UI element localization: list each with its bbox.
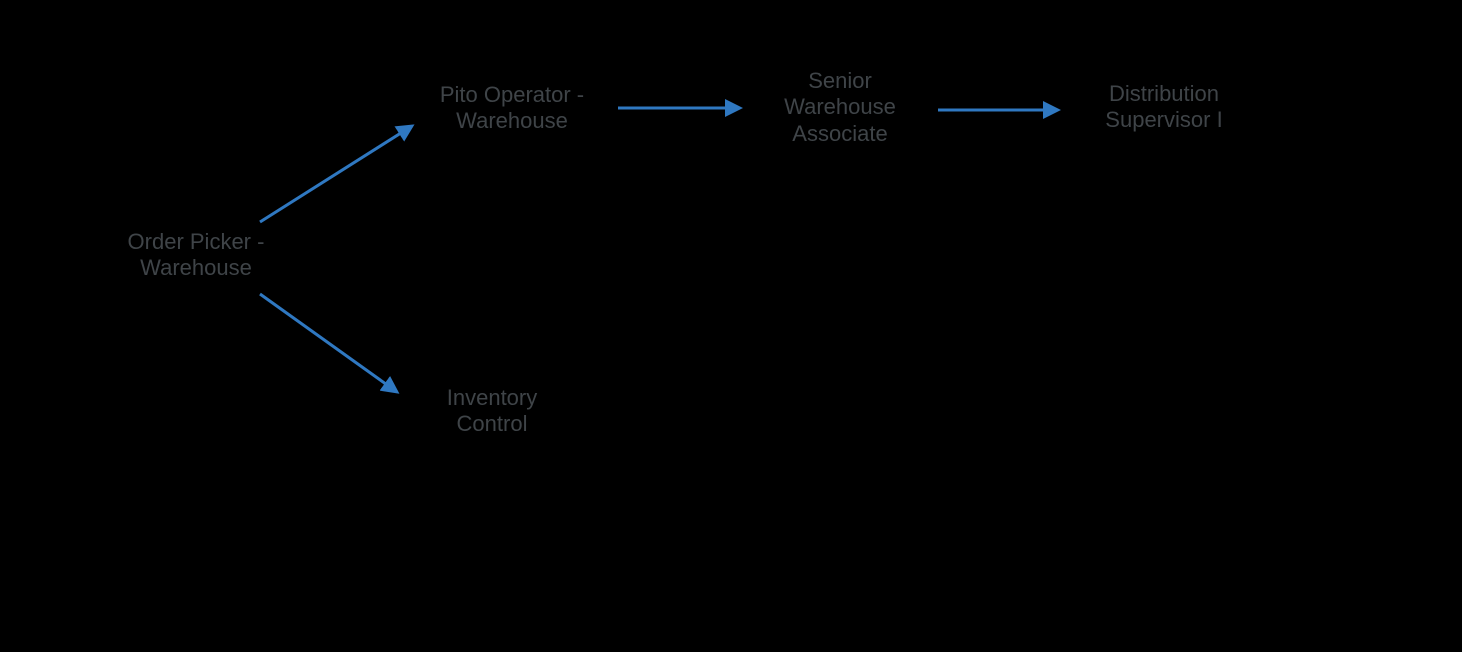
flow-arrow xyxy=(260,126,412,222)
node-order-picker: Order Picker - Warehouse xyxy=(96,229,296,282)
diagram-canvas: Order Picker - Warehouse Pito Operator -… xyxy=(0,0,1462,652)
node-distribution-supervisor: Distribution Supervisor I xyxy=(1059,81,1269,134)
node-inventory-control: Inventory Control xyxy=(407,385,577,438)
node-pito-operator: Pito Operator - Warehouse xyxy=(407,82,617,135)
node-senior-warehouse-associate: Senior Warehouse Associate xyxy=(740,68,940,147)
flow-arrow xyxy=(260,294,397,392)
